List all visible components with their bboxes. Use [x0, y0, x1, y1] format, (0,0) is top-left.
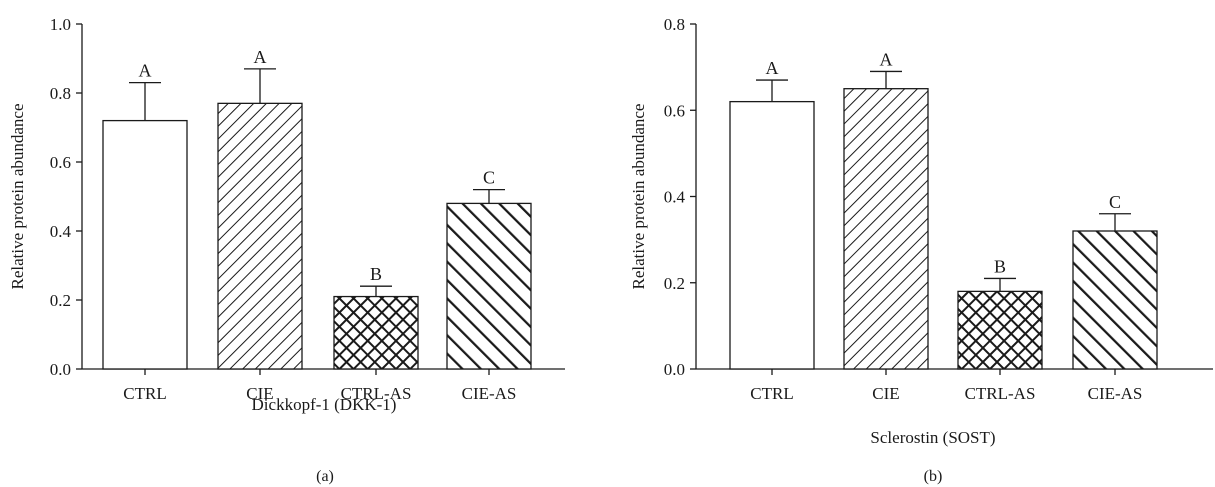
panel-label: (b) — [924, 468, 943, 485]
x-tick-label: CTRL — [123, 384, 166, 403]
y-tick-label: 0.4 — [50, 222, 72, 241]
y-tick-label: 0.6 — [664, 101, 685, 120]
significance-label: A — [880, 49, 893, 69]
y-tick-label: 0.8 — [664, 15, 685, 34]
bar-cie-as — [446, 202, 532, 370]
x-axis-label: Dickkopf-1 (DKK-1) — [252, 395, 397, 414]
y-axis-label: Relative protein abundance — [629, 104, 648, 290]
bar-ctrl — [102, 119, 188, 370]
x-tick-label: CIE — [246, 384, 273, 403]
significance-label: C — [1109, 192, 1121, 212]
panel-b: 0.0 0.2 0.4 0.6 0.8 A CTRL A CIE B CTRL-AS C CIE-AS S… — [629, 15, 1213, 485]
significance-label: A — [766, 58, 779, 78]
y-tick-label: 0.4 — [664, 188, 686, 207]
y-tick-label: 1.0 — [50, 15, 71, 34]
x-tick-label: CIE — [872, 384, 899, 403]
significance-label: C — [483, 168, 495, 188]
y-tick-label: 0.2 — [664, 274, 685, 293]
y-tick-label: 0.8 — [50, 84, 71, 103]
panel-a: 0.0 0.2 0.4 0.6 0.8 1.0 A CTRL A CIE B CTRL-AS C CIE-… — [8, 15, 565, 485]
y-tick-label: 0.6 — [50, 153, 71, 172]
y-tick-label: 0.0 — [50, 360, 71, 379]
significance-label: B — [370, 264, 382, 284]
x-tick-label: CIE-AS — [1088, 384, 1143, 403]
bar-cie — [843, 88, 929, 370]
x-axis-label: Sclerostin (SOST) — [870, 428, 995, 447]
significance-label: B — [994, 256, 1006, 276]
x-tick-label: CIE-AS — [462, 384, 517, 403]
x-tick-label: CTRL-AS — [341, 384, 412, 403]
bar-cie-as — [1072, 230, 1158, 370]
x-tick-label: CTRL — [750, 384, 793, 403]
bar-cie — [217, 102, 303, 370]
x-tick-label: CTRL-AS — [965, 384, 1036, 403]
bar-ctrl-as — [333, 295, 419, 370]
significance-label: A — [139, 61, 152, 81]
panel-label: (a) — [316, 468, 334, 485]
bar-ctrl — [729, 100, 815, 370]
y-axis-label: Relative protein abundance — [8, 104, 27, 290]
bar-ctrl-as — [957, 290, 1043, 370]
y-tick-label: 0.0 — [664, 360, 685, 379]
y-tick-label: 0.2 — [50, 291, 71, 310]
significance-label: A — [254, 47, 267, 67]
